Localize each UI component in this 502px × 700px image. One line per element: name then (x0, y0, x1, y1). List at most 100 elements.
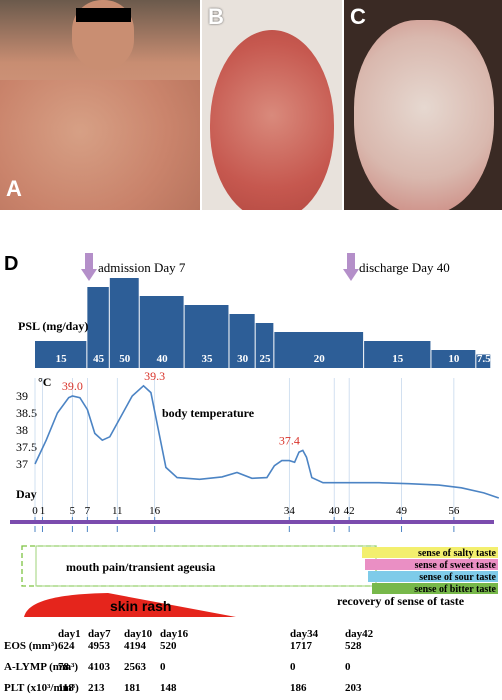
lab-values-table: day1 day7 day10 day16 day34 day42 EOS (mm³) 624… (4, 628, 374, 694)
lab-row-label: A-LYMP (mm³) (4, 661, 78, 673)
psl-bar (139, 296, 184, 368)
temp-guide-lines (34, 378, 455, 520)
temp-y-ticks: 39 38.5 38 37.5 37 (16, 389, 37, 471)
psl-bar (431, 350, 476, 368)
lab-cell: 0 (160, 661, 166, 673)
skin-rash-shape (24, 593, 236, 617)
lab-cell: 186 (290, 682, 307, 694)
lab-column-header: day42 (345, 628, 374, 640)
recovery-label: recovery of sense of taste (337, 594, 465, 608)
temp-peak-label: 39.3 (144, 369, 165, 383)
psl-bar-value: 45 (93, 353, 105, 365)
lab-cell: 118 (58, 682, 74, 694)
temp-tick-label: 38 (16, 423, 28, 437)
psl-bar-value: 25 (260, 353, 272, 365)
day-axis-label: Day (16, 487, 37, 501)
temp-tick-label: 37 (16, 457, 28, 471)
day-tick-label: 7 (85, 505, 91, 517)
lab-cell: 148 (160, 682, 177, 694)
photo-panel-c: C (344, 0, 502, 210)
day-tick-label: 0 (32, 505, 38, 517)
lab-cell: 4194 (124, 640, 147, 652)
psl-bar-value: 15 (392, 353, 404, 365)
psl-bar (229, 314, 255, 368)
psl-bar (364, 341, 431, 368)
temp-peak-labels: 39.0 39.3 37.4 (62, 369, 300, 448)
discharge-arrow (343, 253, 359, 281)
lab-cell: 0 (290, 661, 296, 673)
temperature-series-label: body temperature (162, 406, 255, 420)
mouth-pain-label: mouth pain/transient ageusia (66, 560, 215, 574)
taste-legend-swatch (368, 571, 498, 582)
lab-cell: 2563 (124, 661, 147, 673)
psl-bar-chart: 15 45 50 40 35 30 25 20 15 10 7.5 (35, 278, 491, 368)
lab-cell: 78 (58, 661, 70, 673)
lab-column-header: day1 (58, 628, 81, 640)
taste-legend-swatch (372, 583, 498, 594)
temp-peak-label: 39.0 (62, 379, 83, 393)
day-tick-label: 40 (329, 505, 341, 517)
day-tick-label: 34 (284, 505, 296, 517)
psl-bar-value: 30 (237, 353, 249, 365)
psl-bar-value: 10 (448, 353, 460, 365)
temp-tick-label: 37.5 (16, 440, 37, 454)
psl-bar-value: 20 (314, 353, 326, 365)
psl-bar-value: 35 (202, 353, 214, 365)
lab-row-label: PLT (x10³/mm³) (4, 682, 79, 694)
lab-cell: 520 (160, 640, 177, 652)
day-tick-labels: 0 1 5 7 11 16 34 40 42 49 56 (32, 505, 460, 532)
taste-legend-label: sense of bitter taste (414, 584, 496, 595)
lab-column-header: day16 (160, 628, 189, 640)
psl-bar-value: 40 (157, 353, 169, 365)
temp-tick-label: 39 (16, 389, 28, 403)
lab-column-header: day34 (290, 628, 319, 640)
temp-peak-label: 37.4 (279, 433, 300, 447)
panel-letter-b: B (208, 4, 224, 29)
taste-legend-swatch (365, 559, 498, 570)
panel-letter-d: D (4, 253, 18, 275)
lab-cell: 4953 (88, 640, 111, 652)
day-tick-label: 1 (40, 505, 46, 517)
temp-unit-label: °C (38, 375, 51, 389)
photo-panel-b: B (202, 0, 342, 210)
day-tick-label: 42 (344, 505, 355, 517)
lab-cell: 1717 (290, 640, 313, 652)
tongue-shape-c (354, 20, 494, 210)
lab-cell: 213 (88, 682, 105, 694)
panel-letter-a: A (6, 176, 22, 201)
lab-cell: 203 (345, 682, 362, 694)
day-tick-label: 56 (448, 505, 460, 517)
psl-bar (274, 332, 364, 368)
censor-bar (76, 8, 131, 22)
taste-legend-label: sense of salty taste (418, 548, 497, 559)
admission-label: admission Day 7 (98, 260, 186, 275)
photo-panel-a: A (0, 0, 200, 210)
psl-bar (255, 323, 274, 368)
temperature-line (34, 384, 500, 499)
day-tick-label: 11 (112, 505, 123, 517)
psl-bar (35, 341, 87, 368)
lab-cell: 4103 (88, 661, 111, 673)
lab-cell: 624 (58, 640, 75, 652)
day-tick-label: 16 (149, 505, 161, 517)
panel-letter-c: C (350, 4, 366, 29)
taste-legend-label: sense of sweet taste (415, 560, 497, 571)
day-tick-label: 49 (396, 505, 408, 517)
taste-legend-label: sense of sour taste (419, 572, 496, 583)
psl-bar (87, 287, 109, 368)
lab-row-label: EOS (mm³) (4, 640, 58, 652)
lab-cell: 181 (124, 682, 141, 694)
lab-column-header: day10 (124, 628, 153, 640)
taste-legend-swatch (362, 547, 498, 558)
tongue-shape-b (210, 30, 334, 210)
psl-bar-value: 7.5 (477, 353, 491, 365)
torso-rash-texture (0, 80, 200, 210)
psl-bar (109, 278, 139, 368)
psl-bar (476, 354, 491, 368)
temp-tick-label: 38.5 (16, 406, 37, 420)
skin-rash-label: skin rash (110, 598, 171, 614)
discharge-label: discharge Day 40 (359, 260, 450, 275)
psl-bar-value: 15 (56, 353, 68, 365)
